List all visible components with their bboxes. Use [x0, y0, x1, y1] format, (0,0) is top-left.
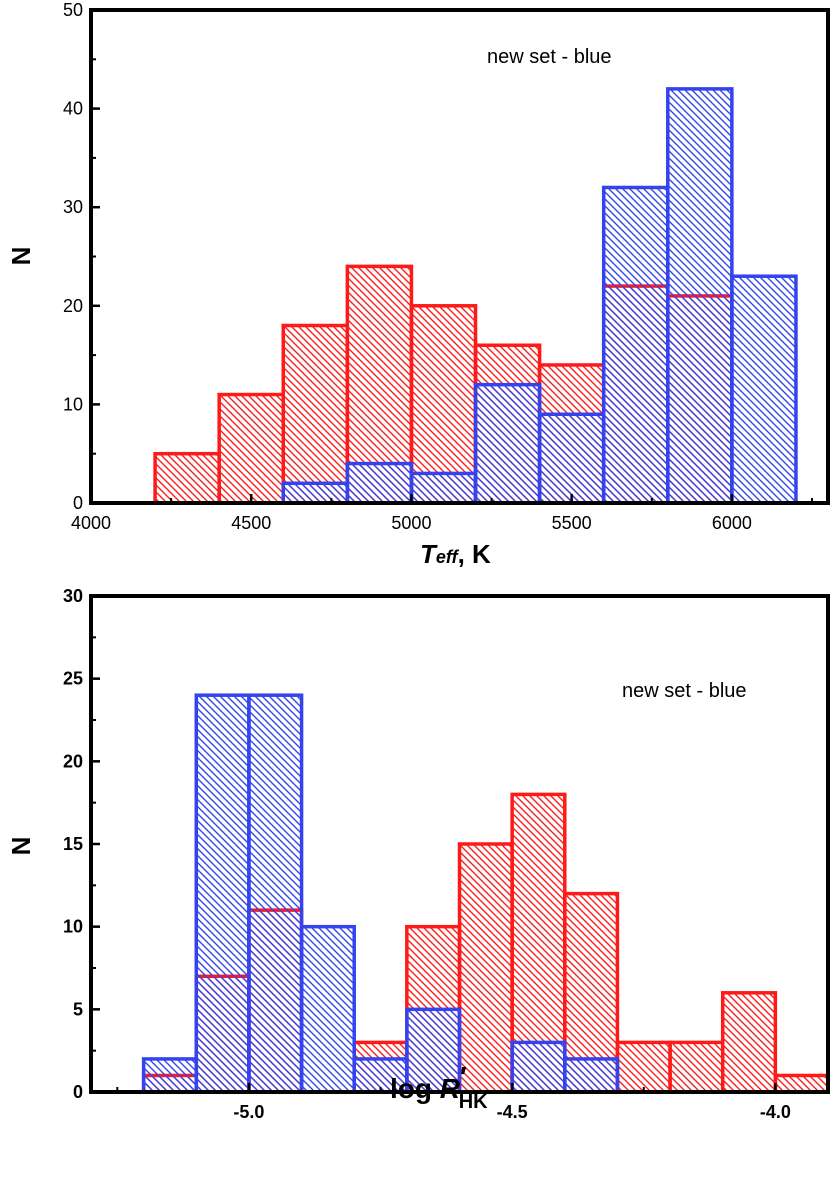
y-tick-label: 50 — [63, 0, 83, 20]
rhk-x-axis-label: log R′ HK — [390, 1061, 488, 1113]
teff-bar-red — [281, 323, 350, 505]
x-tick-label: 5000 — [391, 513, 431, 533]
teff-bar-red — [217, 392, 286, 505]
rhk-bar-red — [720, 991, 778, 1094]
teff-y-axis-label: N — [6, 247, 36, 266]
rhk-plot-frame — [89, 594, 830, 1094]
teff-bar-blue — [345, 461, 414, 505]
y-tick-label: 30 — [63, 197, 83, 217]
y-tick-label: 20 — [63, 296, 83, 316]
teff-x-axis-label-main: T — [420, 539, 438, 569]
y-tick-label: 15 — [63, 834, 83, 854]
rhk-bars — [141, 693, 830, 1094]
x-tick-label: -5.0 — [233, 1102, 264, 1122]
teff-histogram-panel: 0 10 20 30 40 50 4000 4500 5000 5500 6000 new set … — [6, 0, 830, 569]
rhk-bar-blue — [299, 924, 356, 1094]
teff-bar-blue — [537, 412, 606, 505]
x-tick-label: -4.0 — [760, 1102, 791, 1122]
x-tick-label: 4000 — [71, 513, 111, 533]
rhk-bar-blue — [563, 1057, 620, 1094]
x-tick-label: -4.5 — [497, 1102, 528, 1122]
x-tick-label: 5500 — [552, 513, 592, 533]
rhk-y-axis-label: N — [6, 837, 36, 856]
teff-bar-blue — [601, 185, 670, 505]
teff-plot-frame — [89, 8, 830, 505]
rhk-annotation: new set - blue — [622, 680, 747, 702]
teff-bar-red — [153, 451, 221, 505]
rhk-bar-red — [773, 1073, 830, 1094]
teff-x-axis-label: Teff, K — [420, 539, 491, 569]
teff-bar-blue — [730, 274, 798, 505]
teff-bar-blue — [409, 471, 478, 505]
rhk-bar-blue — [510, 1040, 567, 1094]
teff-annotation: new set - blue — [487, 46, 612, 68]
rhk-x-axis-label-sup: ′ — [460, 1061, 467, 1092]
teff-x-axis-label-unit: , K — [458, 539, 491, 569]
rhk-bar-red — [457, 842, 514, 1094]
y-tick-label: 5 — [73, 999, 83, 1019]
rhk-axis-ticks: 0 5 10 15 20 25 30 -5.0 -4.5 -4.0 — [63, 586, 791, 1122]
rhk-x-axis-label-sub: HK — [459, 1091, 488, 1113]
x-tick-label: 6000 — [712, 513, 752, 533]
y-tick-label: 0 — [73, 1082, 83, 1102]
rhk-bar-blue — [247, 693, 304, 1094]
rhk-bar-red — [615, 1040, 672, 1094]
x-tick-label: 4500 — [231, 513, 271, 533]
rhk-x-axis-label-log: log — [390, 1073, 440, 1104]
teff-x-axis-label-sub: eff — [436, 547, 460, 567]
y-tick-label: 0 — [73, 493, 83, 513]
teff-bar-blue — [281, 481, 350, 505]
teff-bar-blue — [666, 87, 734, 505]
rhk-bar-blue — [194, 693, 251, 1094]
y-tick-label: 25 — [63, 669, 83, 689]
rhk-bar-blue — [141, 1057, 199, 1094]
rhk-x-axis-label-r: R — [440, 1073, 461, 1104]
teff-bars — [153, 87, 798, 505]
teff-bar-blue — [473, 382, 542, 505]
y-tick-label: 10 — [63, 917, 83, 937]
y-tick-label: 20 — [63, 751, 83, 771]
y-tick-label: 10 — [63, 394, 83, 414]
y-tick-label: 40 — [63, 99, 83, 119]
rhk-bar-red — [668, 1040, 725, 1094]
y-tick-label: 30 — [63, 586, 83, 606]
